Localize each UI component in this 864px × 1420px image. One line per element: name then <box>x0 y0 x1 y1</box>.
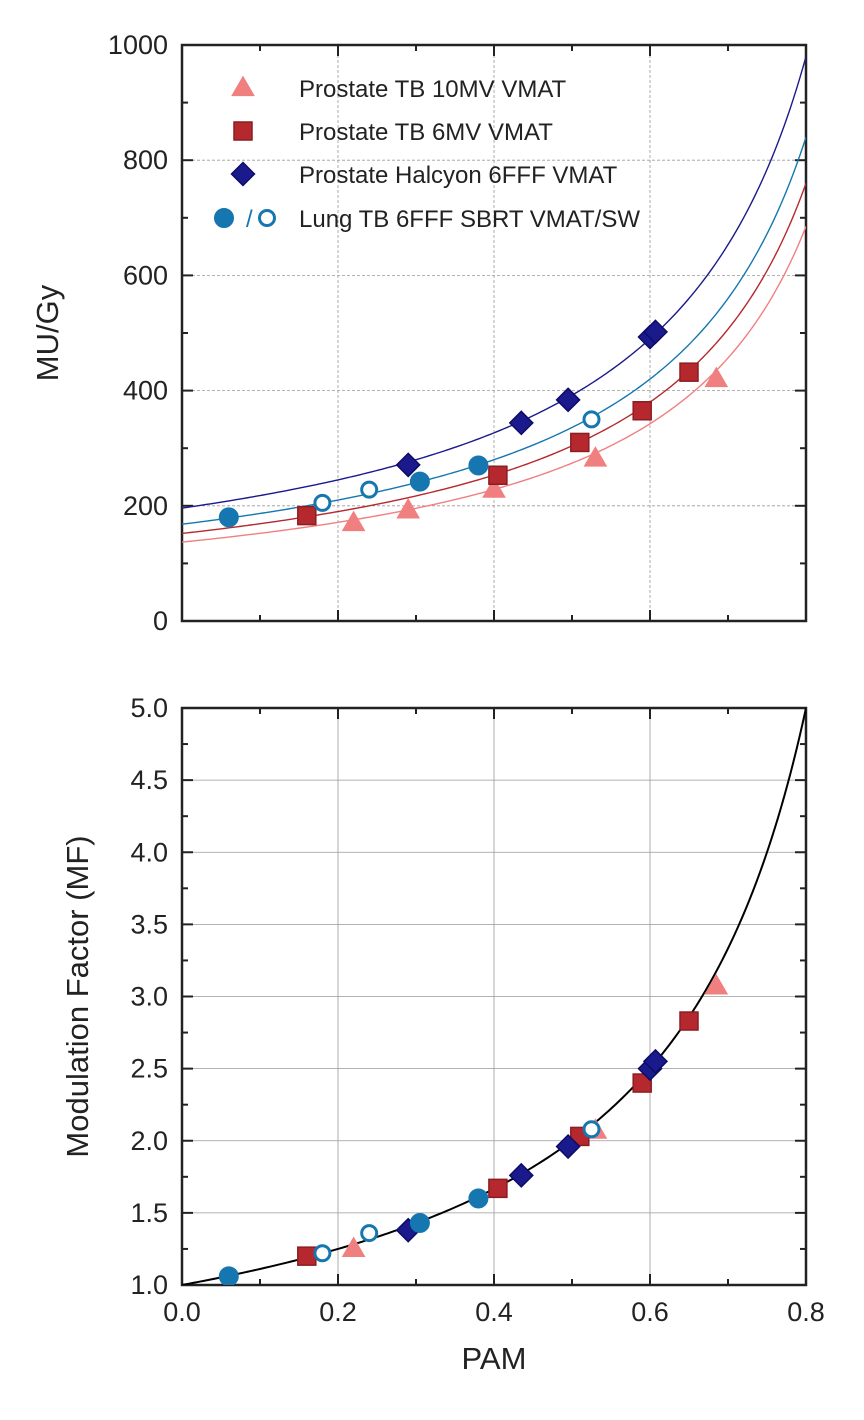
legend-marker-tb10mv <box>231 75 255 97</box>
data-point-lung <box>218 1266 239 1285</box>
y-tick-label: 0 <box>153 606 168 636</box>
legend-marker-halcyon <box>230 161 256 187</box>
data-point-lung <box>468 1188 489 1209</box>
plot-area <box>182 56 806 543</box>
modulation-factor-panel: 1.0 1.5 2.0 2.5 3.0 3.5 4.0 4.5 5.0 0.0 0.2 0.4 0.6 0… <box>60 693 825 1376</box>
data-point-tb10mv <box>396 498 421 519</box>
data-point-halcyon <box>555 1133 581 1160</box>
grid <box>182 708 806 1285</box>
legend-marker-lung <box>214 208 234 228</box>
y-tick-label: 200 <box>123 491 168 521</box>
data-point-halcyon <box>555 387 581 413</box>
data-point-tb6mv <box>632 1073 652 1093</box>
y-tick-label: 1.5 <box>130 1198 168 1228</box>
data-point-lung <box>409 1212 430 1233</box>
data-point-tb10mv <box>341 1236 366 1258</box>
data-point-tb10mv <box>583 446 608 467</box>
x-tick-label: 0.4 <box>475 1297 513 1327</box>
data-point-halcyon <box>642 319 669 345</box>
y-axis-label: MU/Gy <box>30 284 65 381</box>
data-point-tb10mv <box>704 366 729 388</box>
data-point-tb6mv <box>632 401 652 421</box>
y-tick-label: 2.5 <box>130 1054 168 1084</box>
y-tick-label: 600 <box>123 260 168 290</box>
y-tick-label: 1.0 <box>130 1270 168 1300</box>
legend-label: Prostate Halcyon 6FFF VMAT <box>299 162 618 189</box>
data-point-lung <box>582 1120 601 1139</box>
data-point-tb10mv <box>341 510 366 532</box>
legend-label: Prostate TB 10MV VMAT <box>299 76 567 103</box>
y-tick-label: 800 <box>123 145 168 175</box>
x-tick-label: 0.6 <box>631 1297 669 1327</box>
data-point-lung <box>360 1224 379 1243</box>
fit-curve-lung <box>182 136 806 525</box>
y-tick-label: 1000 <box>108 30 168 60</box>
x-axis-label: PAM <box>462 1341 527 1376</box>
fit-curve-halcyon <box>182 56 806 509</box>
data-point-halcyon <box>395 452 421 478</box>
legend-separator: / <box>246 206 253 233</box>
mu-per-gy-panel: 0 200 400 600 800 1000 MU/Gy Prostate TB 10MV V… <box>30 30 808 636</box>
data-point-tb6mv <box>679 362 699 382</box>
data-point-tb6mv <box>488 1178 508 1199</box>
data-point-lung <box>360 480 379 499</box>
plot-frame <box>180 706 808 1287</box>
data-point-tb6mv <box>570 432 590 453</box>
data-point-lung <box>582 410 601 429</box>
y-tick-label: 2.0 <box>130 1126 168 1156</box>
y-tick-label: 3.5 <box>130 909 168 939</box>
data-point-lung <box>409 471 430 492</box>
data-point-lung <box>313 1244 332 1263</box>
data-point-lung <box>313 493 332 512</box>
legend-marker-open-lung <box>258 209 276 227</box>
legend-label: Prostate TB 6MV VMAT <box>299 119 553 146</box>
data-point-tb6mv <box>679 1011 699 1031</box>
plot-frame <box>180 43 808 623</box>
data-point-tb10mv <box>704 974 729 995</box>
data-point-tb6mv <box>297 505 317 526</box>
data-point-halcyon <box>642 1048 669 1074</box>
y-tick-label: 400 <box>123 376 168 406</box>
data-point-lung <box>468 455 489 476</box>
y-tick-label: 4.0 <box>130 837 168 867</box>
legend: Prostate TB 10MV VMAT Prostate TB 6MV VMA… <box>214 75 640 233</box>
data-point-halcyon <box>508 1162 534 1188</box>
y-tick-label: 5.0 <box>130 693 168 723</box>
data-point-tb6mv <box>297 1246 317 1266</box>
x-tick-label: 0.0 <box>163 1297 201 1327</box>
data-point-tb10mv <box>482 477 506 498</box>
y-tick-label: 3.0 <box>130 982 168 1012</box>
data-point-lung <box>218 507 239 528</box>
y-axis-label: Modulation Factor (MF) <box>60 835 95 1157</box>
legend-label: Lung TB 6FFF SBRT VMAT/SW <box>299 206 640 233</box>
plot-area <box>182 708 806 1285</box>
data-point-tb6mv <box>488 465 508 486</box>
x-tick-label: 0.2 <box>319 1297 357 1327</box>
y-tick-label: 4.5 <box>130 765 168 795</box>
legend-marker-tb6mv <box>233 121 253 141</box>
x-tick-label: 0.8 <box>787 1297 825 1327</box>
data-point-halcyon <box>508 410 534 436</box>
